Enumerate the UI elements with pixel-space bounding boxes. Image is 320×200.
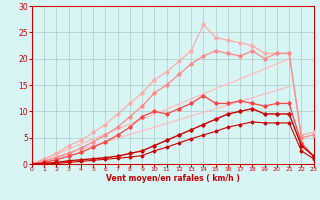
X-axis label: Vent moyen/en rafales ( km/h ): Vent moyen/en rafales ( km/h ) bbox=[106, 174, 240, 183]
